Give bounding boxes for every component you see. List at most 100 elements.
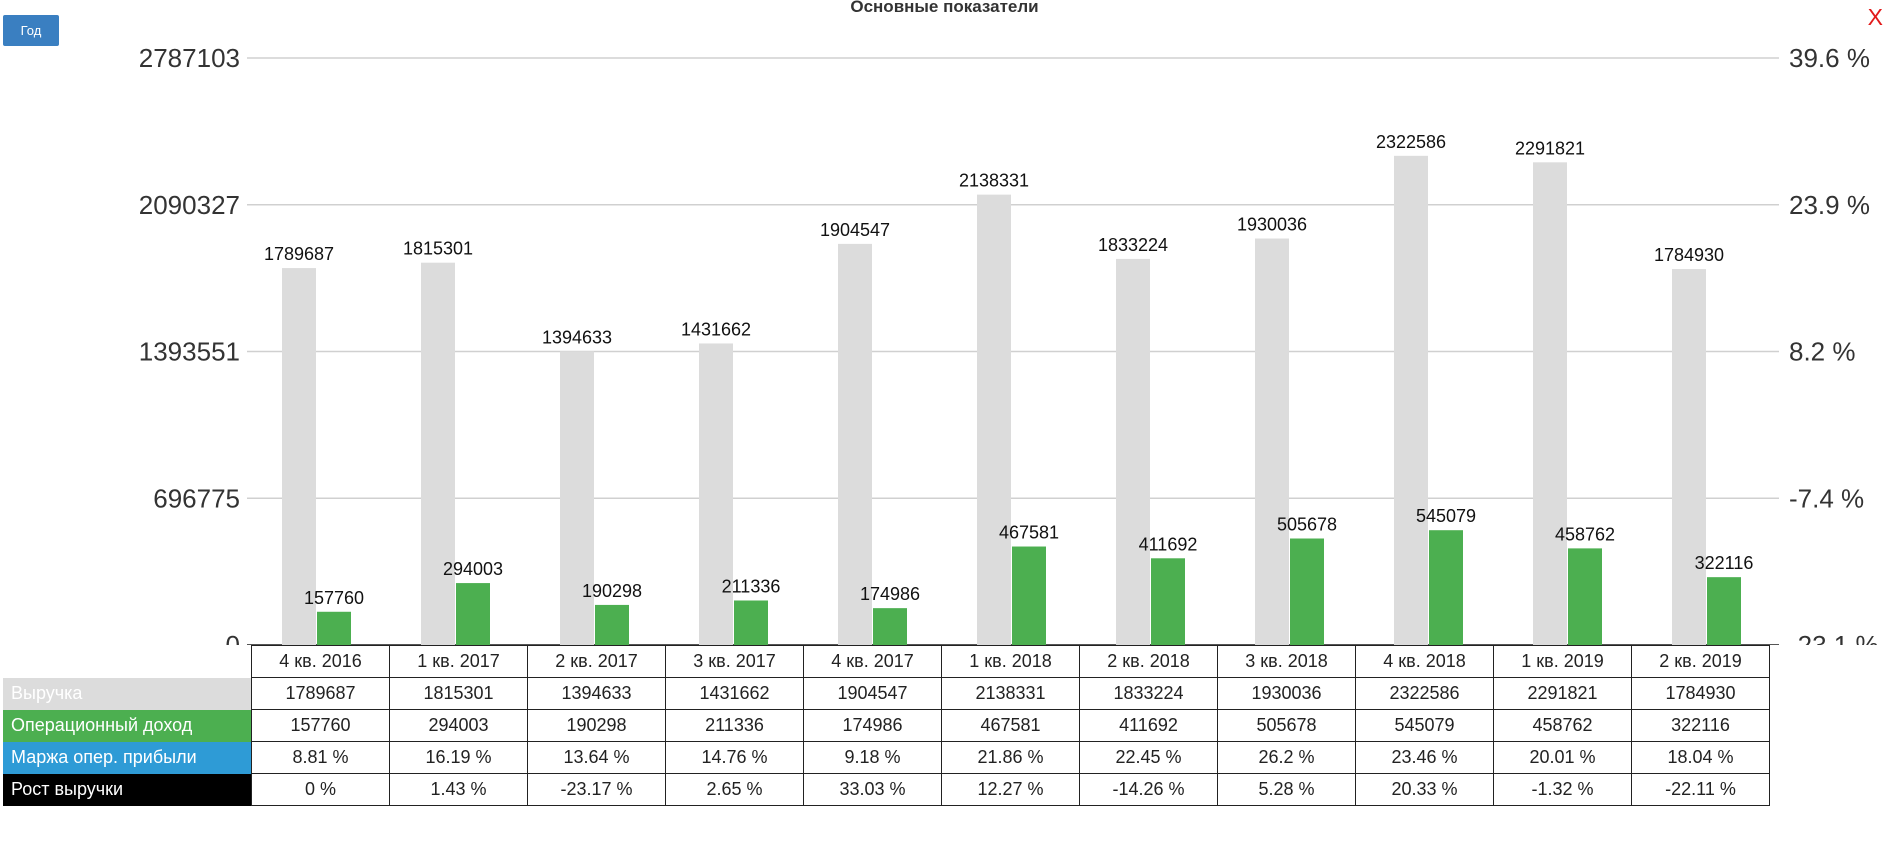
x-category-label: 3 кв. 2017 <box>665 645 804 678</box>
bar-operating-income <box>873 608 907 645</box>
table-cell: -23.17 % <box>527 773 666 806</box>
bar-operating-income <box>1290 538 1324 645</box>
table-cell: 20.33 % <box>1355 773 1494 806</box>
x-category-label: 1 кв. 2017 <box>389 645 528 678</box>
table-cell: 0 % <box>251 773 390 806</box>
data-label-revenue: 1815301 <box>403 239 473 259</box>
table-cell: 23.46 % <box>1355 741 1494 774</box>
table-cell: 322116 <box>1631 709 1770 742</box>
table-cell: 1394633 <box>527 677 666 710</box>
x-category-label: 3 кв. 2018 <box>1217 645 1356 678</box>
data-label-revenue: 1930036 <box>1237 215 1307 235</box>
table-row: Рост выручки 0 % 1.43 % -23.17 % 2.65 % 33.03… <box>3 773 1770 806</box>
table-cell: 16.19 % <box>389 741 528 774</box>
table-cell: 294003 <box>389 709 528 742</box>
data-label-operating-income: 294003 <box>443 559 503 579</box>
table-cell: 157760 <box>251 709 390 742</box>
table-cell: 1930036 <box>1217 677 1356 710</box>
bar-revenue <box>560 351 594 645</box>
x-category-label: 1 кв. 2018 <box>941 645 1080 678</box>
data-label-revenue: 1394633 <box>542 327 612 347</box>
bar-revenue <box>1394 155 1428 645</box>
data-label-revenue: 2291821 <box>1515 138 1585 158</box>
table-header-row: 4 кв. 2016 1 кв. 2017 2 кв. 2017 3 кв. 2017… <box>3 645 1770 678</box>
bar-operating-income <box>456 583 490 645</box>
data-label-operating-income: 190298 <box>582 581 642 601</box>
data-label-operating-income: 211336 <box>722 576 781 596</box>
data-label-revenue: 2138331 <box>959 171 1029 191</box>
bar-revenue <box>421 262 455 645</box>
data-label-revenue: 1431662 <box>681 319 751 339</box>
table-cell: 174986 <box>803 709 942 742</box>
bar-operating-income <box>1151 558 1185 645</box>
table-row: Маржа опер. прибыли 8.81 % 16.19 % 13.64 % 1… <box>3 741 1770 774</box>
data-label-revenue: 2322586 <box>1376 132 1446 152</box>
close-icon[interactable]: X <box>1867 4 1883 30</box>
y-tick-label: 2787103 <box>139 43 240 73</box>
data-label-revenue: 1904547 <box>820 220 890 240</box>
bar-revenue <box>1533 162 1567 645</box>
y2-tick-label: -23.1 % <box>1789 630 1879 645</box>
period-year-button[interactable]: Год <box>3 15 59 46</box>
x-category-label: 4 кв. 2016 <box>251 645 390 678</box>
bar-revenue <box>977 194 1011 645</box>
table-cell: 1815301 <box>389 677 528 710</box>
table-cell: 26.2 % <box>1217 741 1356 774</box>
table-cell: 21.86 % <box>941 741 1080 774</box>
data-label-operating-income: 505678 <box>1277 514 1337 534</box>
bar-revenue <box>838 243 872 645</box>
data-label-revenue: 1789687 <box>264 244 334 264</box>
table-cell: 505678 <box>1217 709 1356 742</box>
table-cell: 211336 <box>665 709 804 742</box>
table-cell: 1431662 <box>665 677 804 710</box>
table-cell: 2291821 <box>1493 677 1632 710</box>
x-category-label: 2 кв. 2017 <box>527 645 666 678</box>
table-cell: 2322586 <box>1355 677 1494 710</box>
table-cell: -22.11 % <box>1631 773 1770 806</box>
table-cell: 1784930 <box>1631 677 1770 710</box>
bar-operating-income <box>1429 530 1463 645</box>
row-label: Выручка <box>3 677 252 710</box>
data-label-revenue: 1833224 <box>1098 235 1168 255</box>
bar-operating-income <box>317 611 351 645</box>
table-cell: 5.28 % <box>1217 773 1356 806</box>
row-label: Операционный доход <box>3 709 252 742</box>
x-category-label: 1 кв. 2019 <box>1493 645 1632 678</box>
table-cell: 18.04 % <box>1631 741 1770 774</box>
bar-revenue <box>1255 238 1289 645</box>
y-tick-label: 1393551 <box>139 337 240 367</box>
table-cell: 1789687 <box>251 677 390 710</box>
table-cell: 33.03 % <box>803 773 942 806</box>
data-label-operating-income: 458762 <box>1555 524 1615 544</box>
data-label-operating-income: 174986 <box>860 584 920 604</box>
main-indicators-chart: 0 -23.1 % 696775 -7.4 % 1393551 8.2 % 2090327 2… <box>139 43 1879 645</box>
row-label: Рост выручки <box>3 773 252 806</box>
table-cell: 13.64 % <box>527 741 666 774</box>
data-label-operating-income: 157760 <box>304 588 364 608</box>
x-category-label: 4 кв. 2017 <box>803 645 942 678</box>
table-cell: 545079 <box>1355 709 1494 742</box>
bar-revenue <box>1672 269 1706 645</box>
table-cell: 2138331 <box>941 677 1080 710</box>
table-cell: 458762 <box>1493 709 1632 742</box>
y-tick-label: 696775 <box>153 483 240 513</box>
bar-operating-income <box>1012 546 1046 645</box>
bar-revenue <box>1116 258 1150 645</box>
table-cell: 8.81 % <box>251 741 390 774</box>
bar-revenue <box>699 343 733 645</box>
chart-title: Основные показатели <box>850 0 1039 16</box>
table-cell: -1.32 % <box>1493 773 1632 806</box>
table-cell: -14.26 % <box>1079 773 1218 806</box>
table-cell: 9.18 % <box>803 741 942 774</box>
y2-tick-label: 39.6 % <box>1789 43 1870 73</box>
table-cell: 467581 <box>941 709 1080 742</box>
data-label-revenue: 1784930 <box>1654 245 1724 265</box>
data-label-operating-income: 545079 <box>1416 506 1476 526</box>
table-cell: 1904547 <box>803 677 942 710</box>
table-cell: 12.27 % <box>941 773 1080 806</box>
y-tick-label: 2090327 <box>139 190 240 220</box>
table-cell: 20.01 % <box>1493 741 1632 774</box>
bar-operating-income <box>734 600 768 645</box>
data-label-operating-income: 322116 <box>1695 553 1754 573</box>
x-category-label: 2 кв. 2019 <box>1631 645 1770 678</box>
